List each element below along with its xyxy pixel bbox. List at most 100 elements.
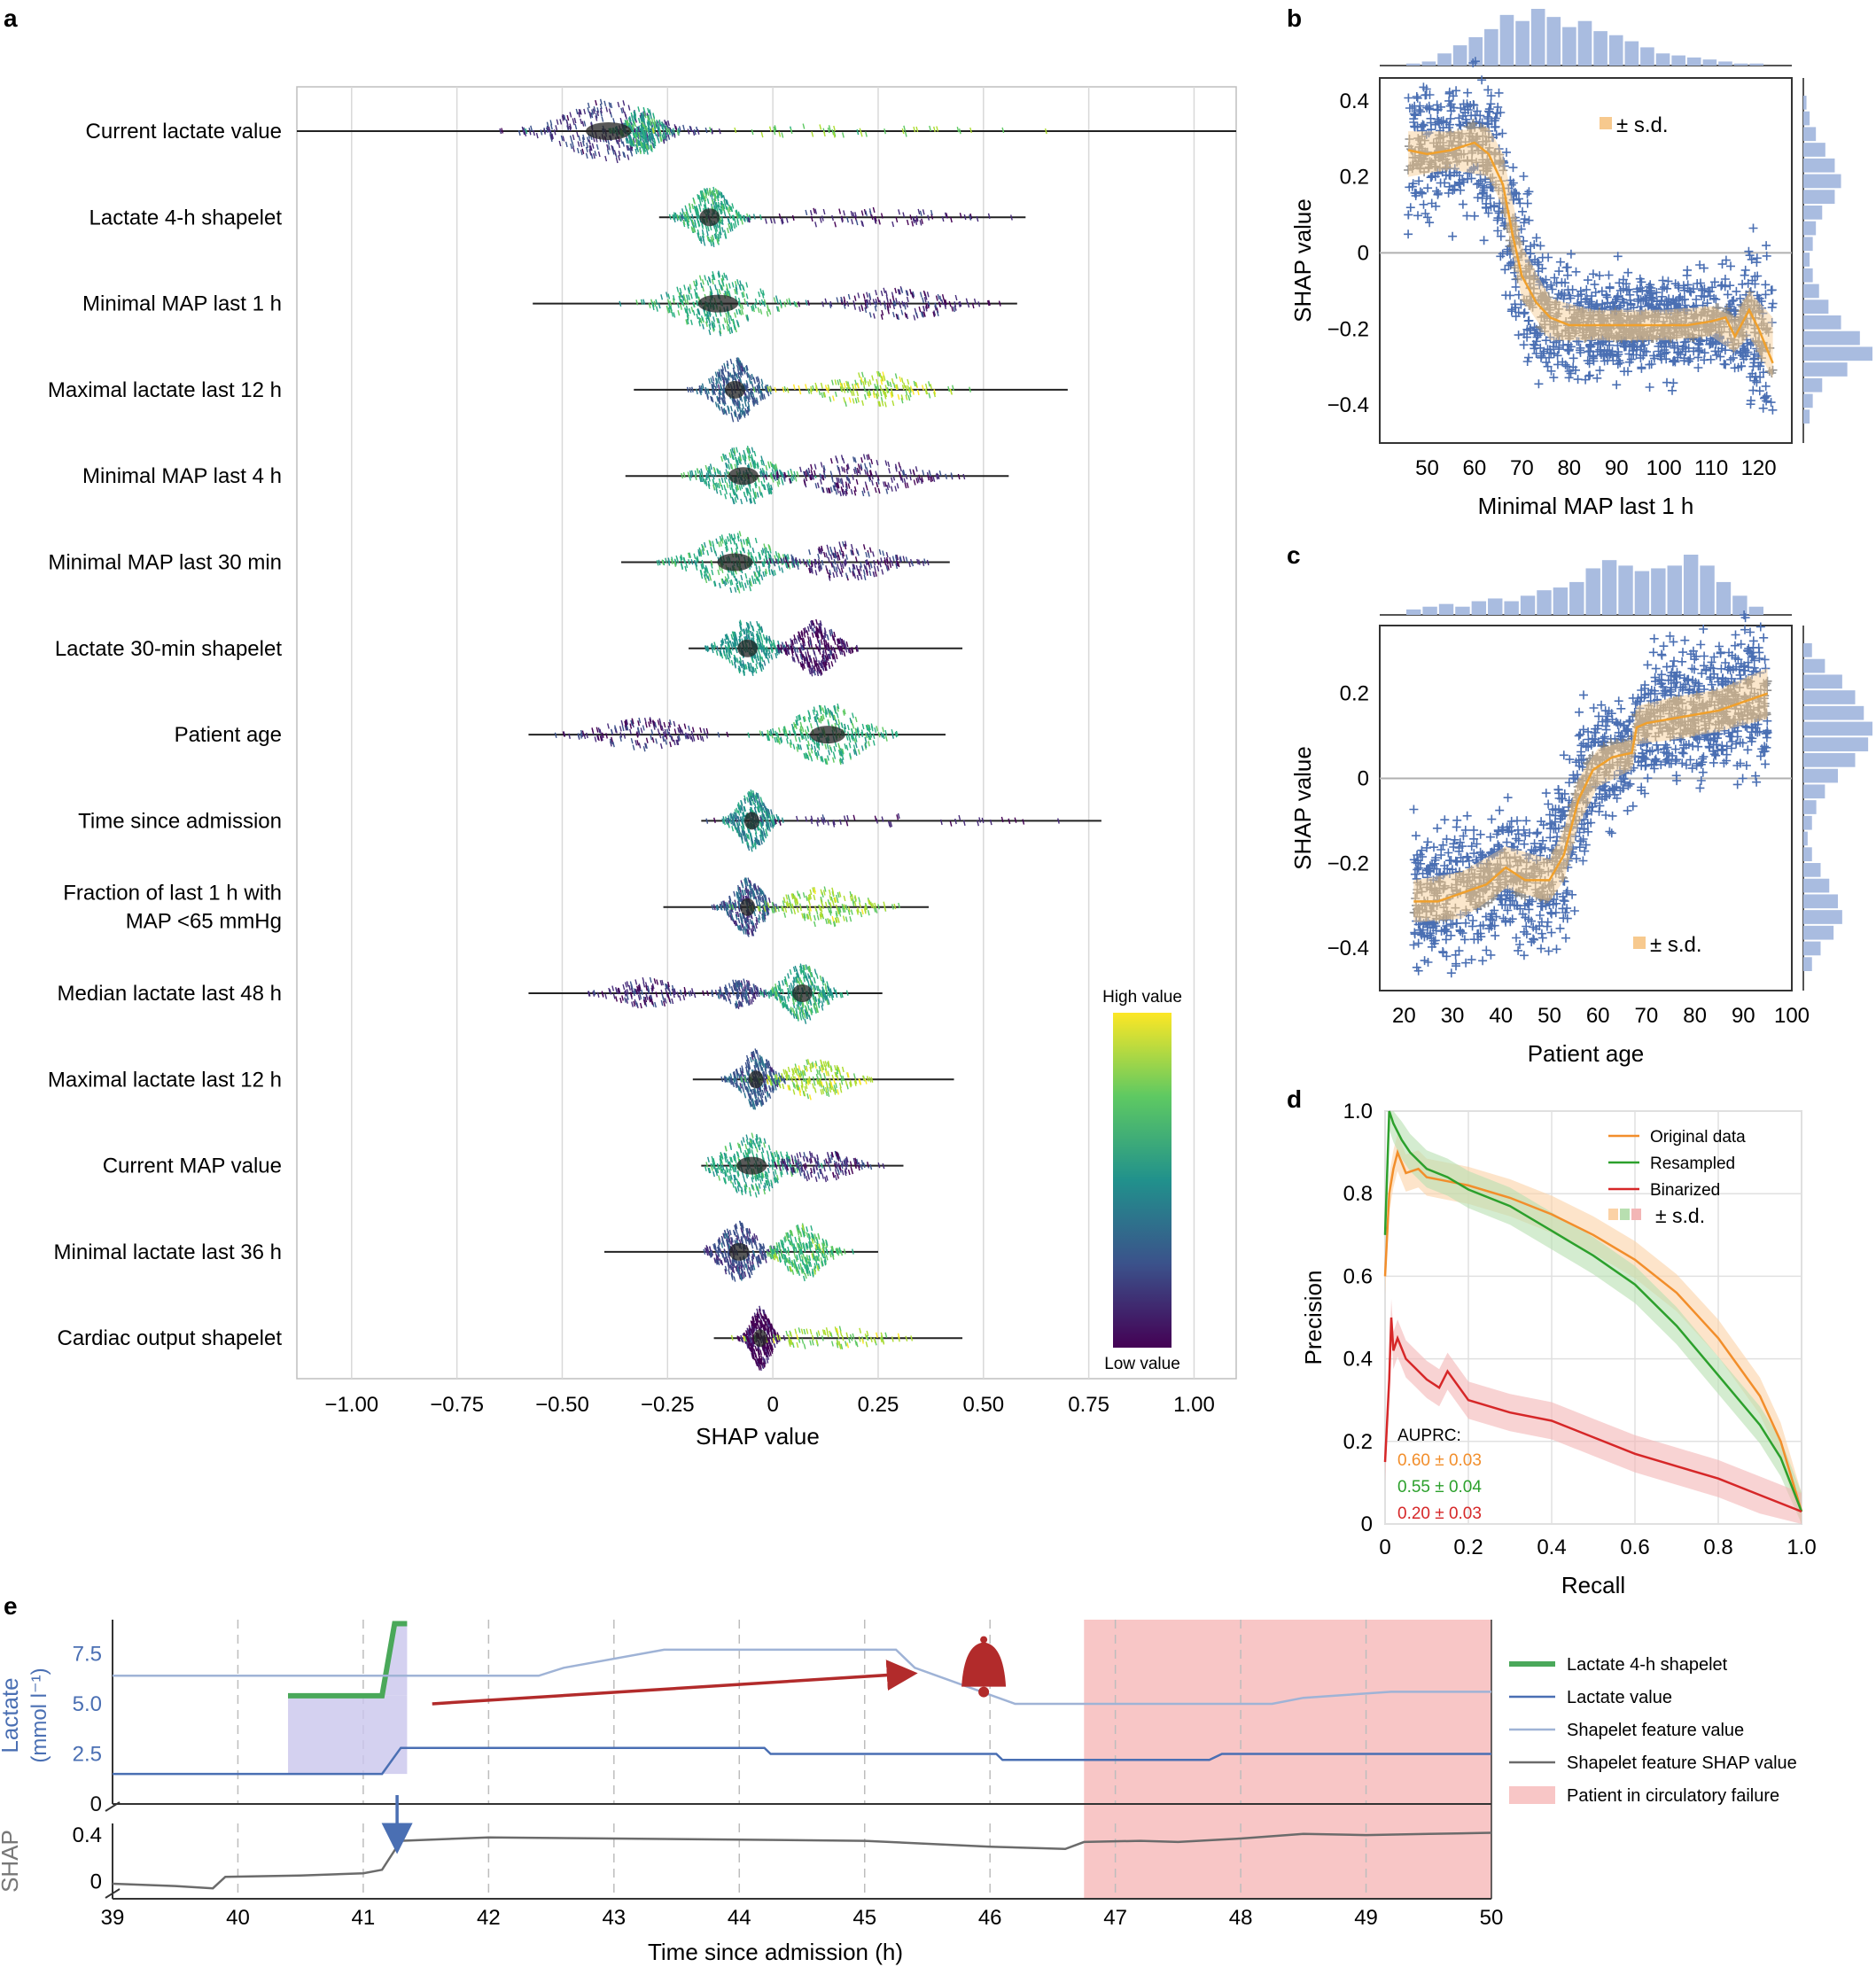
shap-points [772, 540, 927, 580]
top-hist-bar [1421, 61, 1436, 66]
top-hist-bar [1537, 590, 1552, 615]
right-hist-bar [1803, 346, 1872, 362]
right-hist-bar [1803, 941, 1821, 956]
feature-label: Lactate 30-min shapelet [55, 637, 282, 661]
sd-band [1413, 667, 1768, 923]
x-tick-label: 30 [1441, 1004, 1465, 1028]
shap-points [705, 814, 825, 824]
x-tick-label: 50 [1537, 1004, 1561, 1028]
shap-points [730, 1326, 914, 1349]
y-axis-label: SHAP value [1289, 746, 1316, 870]
y-tick-label: 0.2 [1340, 682, 1369, 706]
shap-points [717, 982, 749, 1007]
x-axis-label: Recall [1561, 1572, 1625, 1598]
mean-line [1413, 692, 1769, 903]
alarm-arrow [432, 1660, 918, 1706]
top-hist-bar [1577, 20, 1592, 66]
y-tick-label: 0.8 [1343, 1182, 1373, 1206]
density-core [586, 122, 632, 140]
feature-label: Current lactate value [86, 120, 282, 144]
y-axis-label: Precision [1300, 1271, 1327, 1365]
x-tick-label: 0 [767, 1393, 778, 1417]
top-hist-bar [1455, 606, 1470, 615]
y-tick-label: 5.0 [73, 1692, 102, 1716]
shap-points [766, 1062, 868, 1100]
right-hist-bar [1803, 705, 1864, 720]
top-hist-bar [1655, 53, 1670, 66]
x-tick-label: 48 [1229, 1906, 1253, 1930]
x-tick-label: 40 [1489, 1004, 1513, 1028]
top-hist-bar [1634, 571, 1650, 615]
shap-points [681, 208, 972, 226]
x-tick-label: 50 [1480, 1906, 1504, 1930]
x-tick-label: 39 [101, 1906, 125, 1930]
scatter-points-dense [1409, 675, 1772, 924]
top-hist-bar [1608, 35, 1623, 66]
x-axis-label: Time since admission (h) [648, 1939, 903, 1965]
legend-label: ± s.d. [1650, 933, 1702, 957]
feature-row: Median lactate last 48 h [58, 963, 883, 1024]
feature-row: Lactate 30-min shapelet [55, 618, 963, 677]
x-tick-label: −1.00 [324, 1393, 378, 1417]
y-tick-label: −0.4 [1327, 937, 1369, 960]
mean-line [1407, 141, 1774, 364]
feature-row: Maximal lactate last 12 h [48, 357, 1068, 423]
x-tick-label: −0.50 [535, 1393, 589, 1417]
shap-points [619, 270, 808, 337]
x-tick-label: 1.0 [1786, 1536, 1816, 1559]
shap-points [743, 1327, 900, 1349]
right-hist-bar [1803, 362, 1848, 377]
y-tick-label: 0 [90, 1870, 102, 1893]
top-hist-bar [1601, 560, 1617, 615]
x-tick-label: 20 [1392, 1004, 1416, 1028]
plot-frame [296, 86, 1237, 1380]
y-axis-label-top: Lactate [0, 1677, 23, 1753]
shapelet-window [288, 1695, 408, 1775]
x-tick-label: 0.4 [1537, 1536, 1566, 1559]
feature-label: Minimal lactate last 36 h [54, 1240, 282, 1264]
shap-points [554, 717, 720, 752]
right-hist-bar [1803, 721, 1872, 736]
x-tick-label: 70 [1635, 1004, 1659, 1028]
x-tick-label: 45 [852, 1906, 876, 1930]
x-tick-label: 0.75 [1068, 1393, 1109, 1417]
legend-label: Lactate 4-h shapelet [1567, 1655, 1728, 1675]
top-hist-bar [1748, 606, 1763, 615]
x-tick-label: 100 [1646, 456, 1682, 480]
panel-label-d: d [1287, 1085, 1302, 1113]
y-tick-label: 0.6 [1343, 1264, 1373, 1288]
alarm-bell-top [980, 1636, 988, 1644]
colorbar-bar [1113, 1013, 1172, 1348]
feature-label: Minimal MAP last 30 min [48, 551, 282, 575]
top-hist-bar [1618, 565, 1633, 615]
shap-points [759, 812, 1060, 828]
top-hist-bar [1406, 609, 1421, 615]
right-hist-bar [1803, 800, 1817, 814]
auprc-value: 0.55 ± 0.04 [1397, 1478, 1482, 1497]
x-tick-label: 60 [1463, 456, 1487, 480]
y-axis-label-top-unit: (mmol l⁻¹) [27, 1668, 51, 1762]
panel-c-scatter: 20 30 40 50 60 70 80 90 100 −0.4 −0.2 0 0.2 Patient a… [1289, 555, 1872, 1067]
shap-points [751, 887, 897, 924]
x-tick-label: 49 [1354, 1906, 1378, 1930]
x-tick-label: 80 [1683, 1004, 1707, 1028]
top-hist-bar [1716, 581, 1732, 615]
x-tick-label: 70 [1510, 456, 1534, 480]
shap-points [651, 124, 1047, 138]
pr-curve [1383, 1148, 1803, 1512]
right-hist-bar [1803, 753, 1856, 767]
top-hist-bar [1702, 59, 1717, 66]
top-hist-bar [1488, 598, 1503, 615]
feature-label: Time since admission [78, 809, 282, 833]
right-hist-bar [1803, 111, 1810, 126]
x-tick-label: 100 [1774, 1004, 1810, 1028]
y-tick-label: 0.4 [1343, 1348, 1373, 1372]
x-tick-label: 46 [978, 1906, 1002, 1930]
top-hist-bar [1593, 31, 1607, 66]
legend-label: Patient in circulatory failure [1567, 1786, 1779, 1806]
right-hist-bar [1803, 253, 1810, 267]
axis-break [105, 1801, 121, 1899]
legend-label: Binarized [1650, 1181, 1720, 1200]
shap-points [747, 454, 961, 496]
